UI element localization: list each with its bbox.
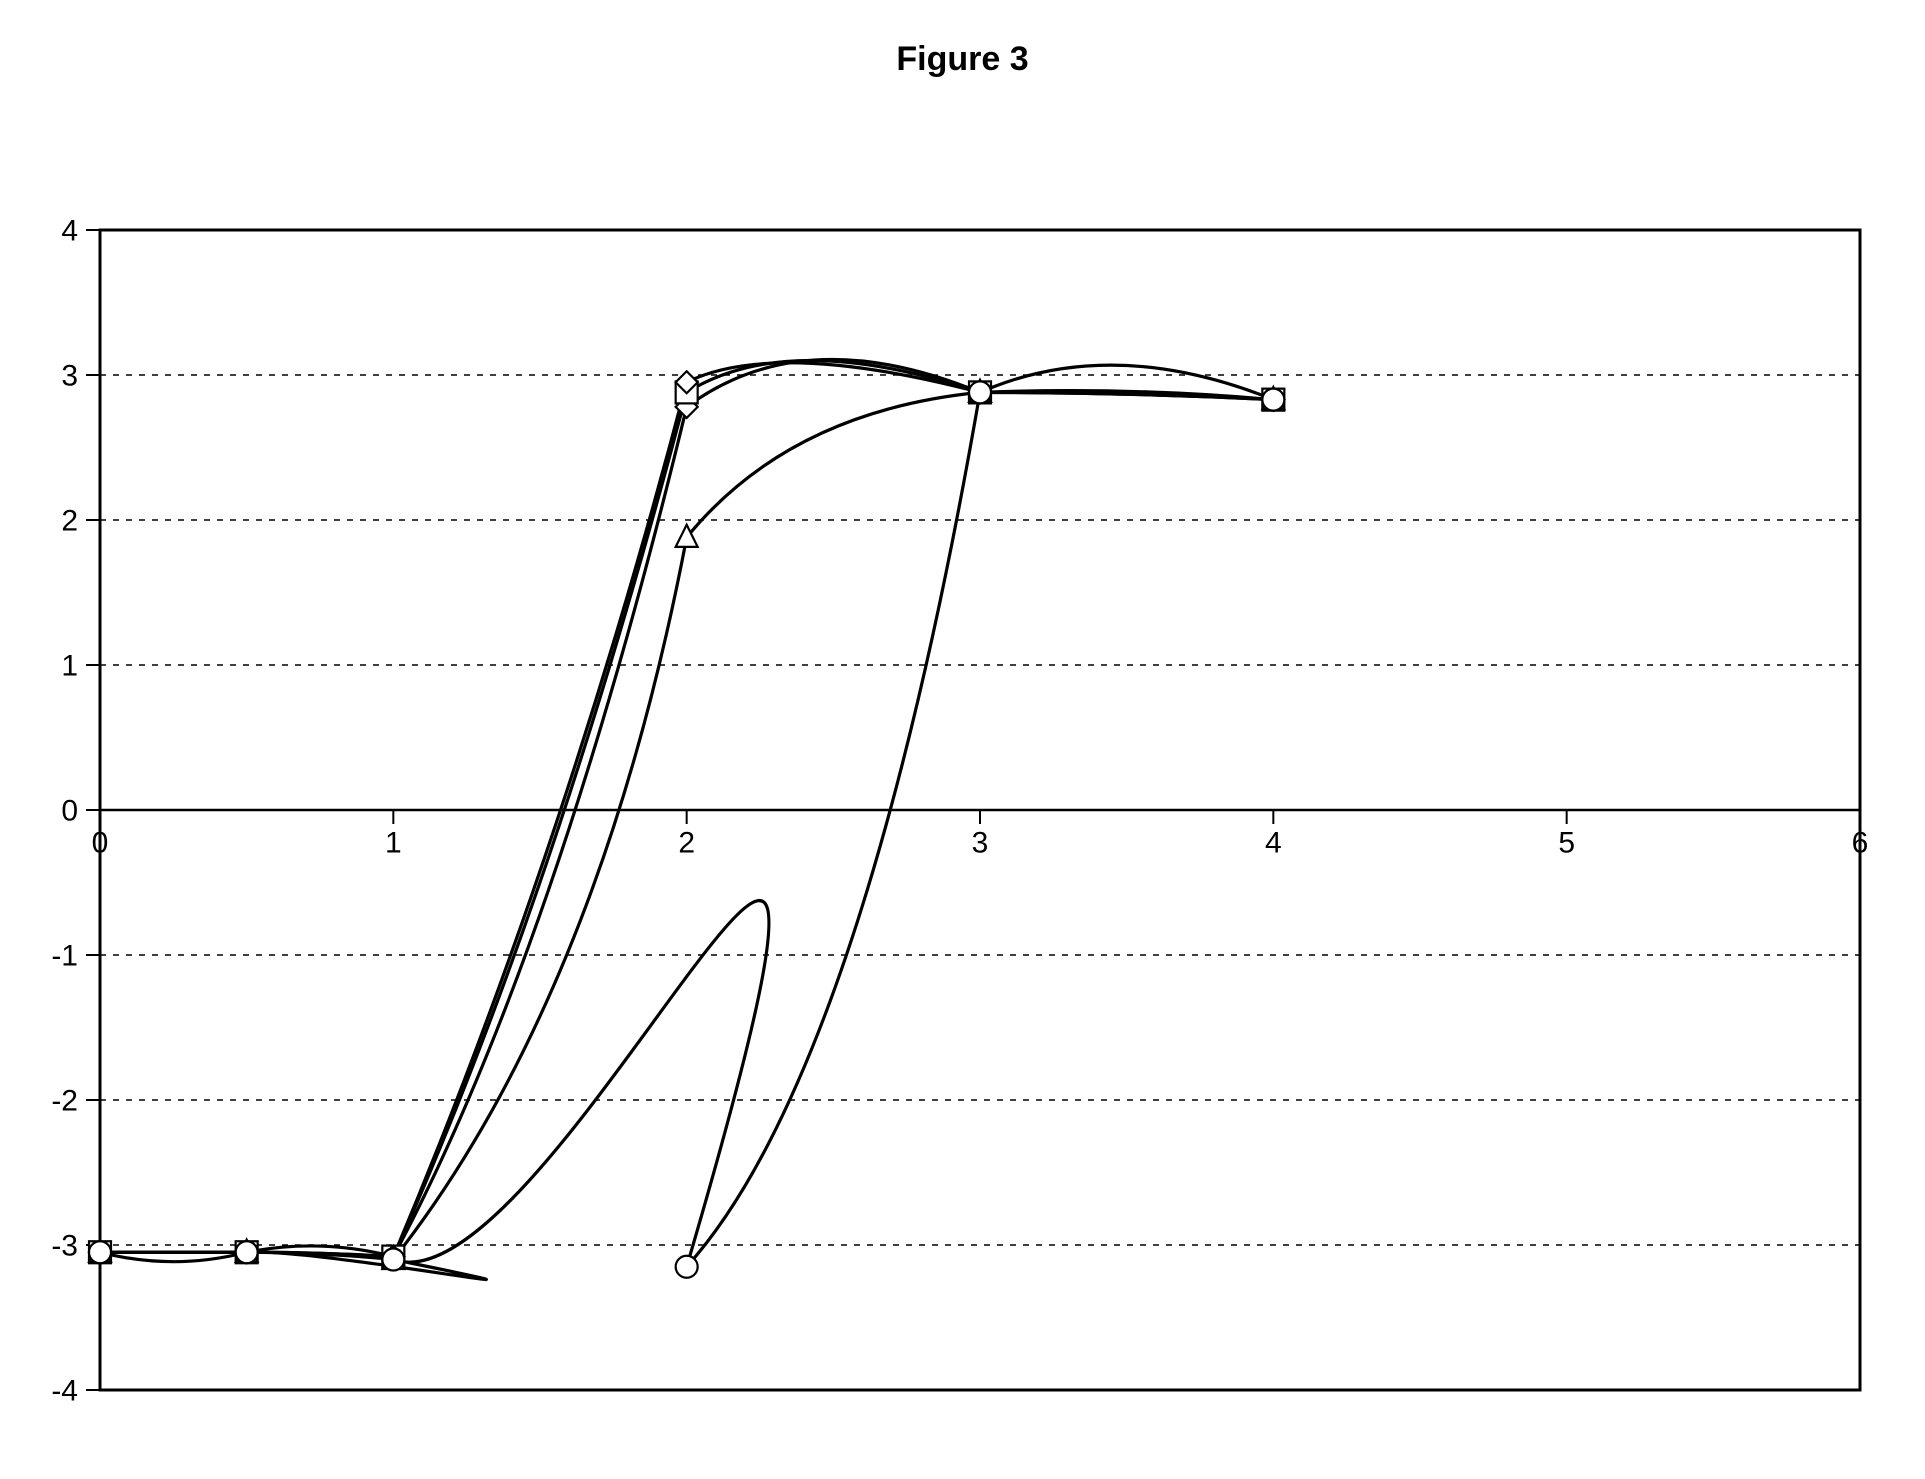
svg-text:6: 6 [1852, 827, 1869, 860]
svg-text:3: 3 [972, 827, 989, 860]
svg-text:-4: -4 [51, 1375, 78, 1408]
svg-text:3: 3 [61, 360, 78, 393]
svg-text:0: 0 [61, 795, 78, 828]
svg-text:5: 5 [1558, 827, 1575, 860]
page: Figure 3 0 1 2 3 4 5 6 -4 -3 -2 -1 0 1 2 3 4 [0, 0, 1925, 1479]
svg-text:1: 1 [385, 827, 402, 860]
svg-text:0: 0 [92, 827, 109, 860]
svg-text:4: 4 [61, 215, 78, 248]
figure-title: Figure 3 [0, 40, 1925, 79]
svg-text:-3: -3 [51, 1230, 78, 1263]
svg-text:2: 2 [61, 505, 78, 538]
chart-container: 0 1 2 3 4 5 6 -4 -3 -2 -1 0 1 2 3 4 [20, 210, 1880, 1450]
svg-text:4: 4 [1265, 827, 1282, 860]
line-chart: 0 1 2 3 4 5 6 -4 -3 -2 -1 0 1 2 3 4 [20, 210, 1880, 1450]
svg-text:1: 1 [61, 650, 78, 683]
svg-text:-2: -2 [51, 1085, 78, 1118]
svg-text:2: 2 [678, 827, 695, 860]
svg-text:-1: -1 [51, 940, 78, 973]
